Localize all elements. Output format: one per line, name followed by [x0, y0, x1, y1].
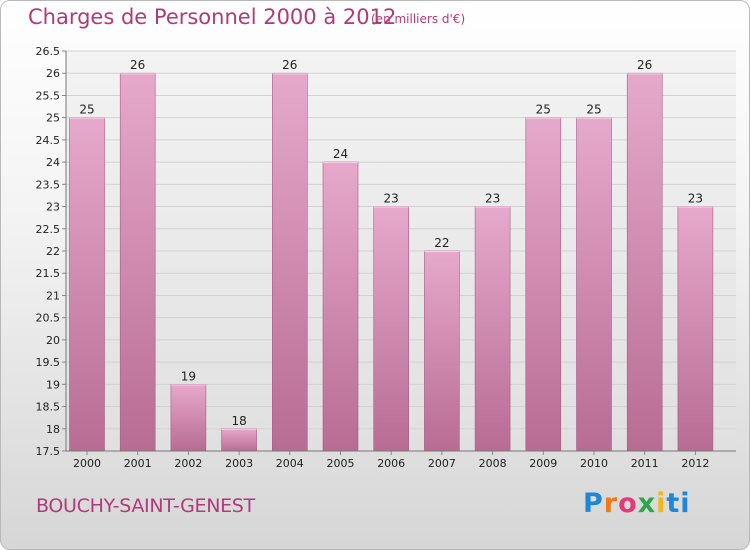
data-label: 25: [536, 103, 551, 117]
y-axis: 17.5 18 18.5 19 19.5 20 20.5 21 21.5 22 22.5 23 23.5…: [36, 45, 67, 458]
y-tick-label: 18.5: [36, 401, 61, 414]
x-tick-label: 2000: [73, 457, 101, 470]
y-tick-label: 17.5: [36, 445, 61, 458]
bar: [69, 117, 105, 452]
data-label: 25: [586, 103, 601, 117]
logo-letter: x: [637, 488, 657, 519]
x-axis: 2000 2001 2002 2003 2004 2005 2006 2007 2008 2009…: [66, 450, 736, 470]
data-label: 22: [434, 236, 449, 250]
logo-letter: o: [618, 488, 638, 519]
data-label: 19: [181, 369, 196, 383]
data-label: 18: [231, 414, 246, 428]
y-tick-label: 22: [46, 245, 60, 258]
y-tick-label: 23: [46, 201, 60, 214]
x-tick-label: 2005: [327, 457, 355, 470]
y-tick-label: 25.5: [36, 89, 61, 102]
y-tick-label: 19: [46, 378, 60, 391]
x-tick-label: 2011: [631, 457, 659, 470]
x-tick-label: 2001: [124, 457, 152, 470]
logo-letter: P: [583, 488, 604, 519]
y-tick-label: 21.5: [36, 267, 61, 280]
bars: [69, 72, 714, 452]
bar: [474, 206, 511, 452]
bar: [119, 72, 156, 452]
y-tick-label: 25: [46, 112, 60, 125]
bar: [677, 206, 714, 452]
chart-subtitle: (en milliers d'€): [371, 12, 466, 26]
y-tick-label: 26: [46, 67, 60, 80]
commune-name: BOUCHY-SAINT-GENEST: [36, 495, 255, 517]
data-labels: 25 26 19 18 26 24 23 22 23 25 25 26 23: [79, 58, 703, 428]
logo-letter: i: [656, 488, 667, 519]
y-tick-label: 24: [46, 156, 60, 169]
bar: [626, 72, 663, 452]
bar: [170, 384, 207, 452]
logo-letter: r: [603, 488, 619, 519]
bar: [221, 428, 257, 452]
y-tick-label: 21: [46, 289, 60, 302]
logo-letter: ti: [666, 488, 691, 519]
x-tick-label: 2004: [276, 457, 304, 470]
bar: [322, 161, 359, 452]
data-label: 26: [637, 58, 652, 72]
bar: [576, 117, 612, 452]
y-tick-label: 22.5: [36, 223, 61, 236]
data-label: 23: [485, 192, 500, 206]
x-tick-label: 2009: [529, 457, 557, 470]
bar: [271, 72, 308, 452]
y-tick-label: 24.5: [36, 134, 61, 147]
x-tick-label: 2003: [225, 457, 253, 470]
data-label: 23: [384, 192, 399, 206]
x-tick-label: 2010: [580, 457, 608, 470]
y-tick-label: 26.5: [36, 45, 61, 58]
y-tick-label: 19.5: [36, 356, 61, 369]
y-tick-label: 18: [46, 423, 60, 436]
y-tick-label: 20.5: [36, 312, 61, 325]
data-label: 26: [130, 58, 145, 72]
bar: [424, 250, 460, 452]
bar: [373, 206, 410, 452]
data-label: 24: [333, 147, 348, 161]
bar: [525, 117, 562, 452]
x-tick-label: 2012: [681, 457, 709, 470]
x-tick-label: 2006: [377, 457, 405, 470]
chart-title: Charges de Personnel 2000 à 2012: [28, 5, 397, 29]
proxiti-logo: Proxiti: [583, 488, 691, 519]
x-tick-label: 2007: [428, 457, 456, 470]
data-label: 26: [282, 58, 297, 72]
x-tick-label: 2002: [174, 457, 202, 470]
data-label: 23: [688, 192, 703, 206]
data-label: 25: [79, 103, 94, 117]
y-tick-label: 20: [46, 334, 60, 347]
y-tick-label: 23.5: [36, 178, 61, 191]
x-tick-label: 2008: [479, 457, 507, 470]
